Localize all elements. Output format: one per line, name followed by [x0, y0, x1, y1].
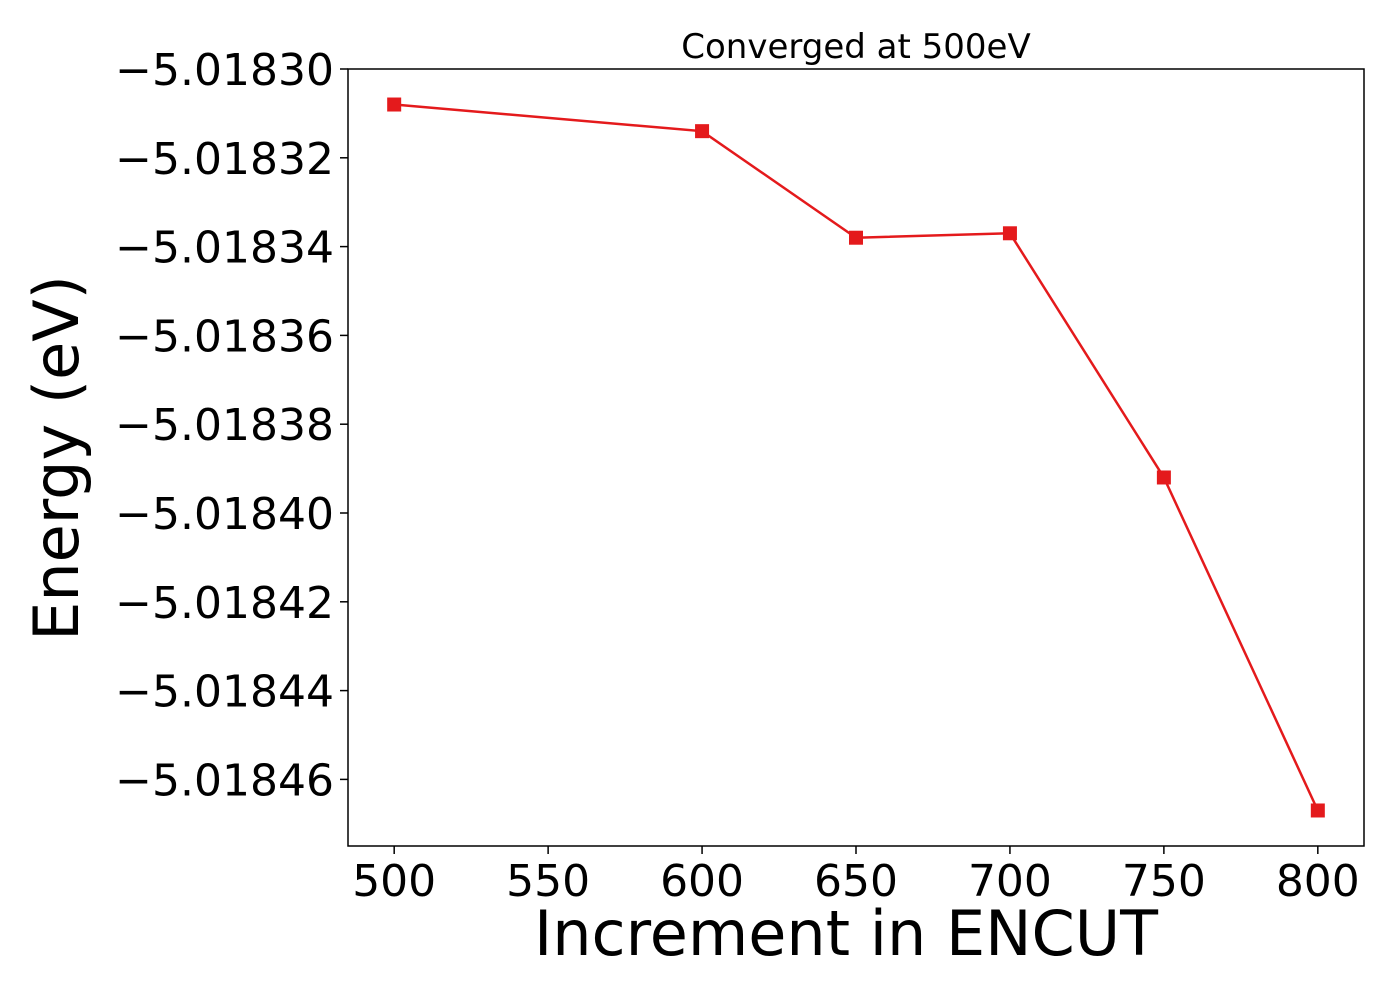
x-axis-ticks: 500 550 600 650 700 750 800	[352, 846, 1360, 907]
x-axis-label: Increment in ENCUT	[534, 897, 1159, 970]
y-tick-label: −5.01844	[115, 667, 334, 718]
x-tick-label: 700	[968, 856, 1052, 907]
x-tick-label: 800	[1276, 856, 1360, 907]
series-line	[394, 103, 1319, 812]
y-tick-label: −5.01846	[115, 755, 334, 806]
data-point-marker	[1156, 470, 1171, 485]
y-tick-label: −5.01836	[115, 311, 334, 362]
x-tick-label: 750	[1122, 856, 1206, 907]
y-tick-label: −5.01830	[115, 45, 334, 96]
data-point-marker	[1002, 226, 1017, 241]
data-point-marker	[849, 230, 863, 245]
x-tick-label: 600	[660, 856, 744, 907]
y-tick-label: −5.01834	[115, 223, 334, 274]
chart-title: Converged at 500eV	[681, 27, 1030, 67]
y-tick-label: −5.01838	[115, 400, 334, 451]
x-tick-label: 650	[814, 856, 898, 907]
series-markers	[387, 97, 1325, 818]
y-tick-label: −5.01840	[115, 489, 334, 540]
y-tick-label: −5.01832	[115, 134, 334, 185]
x-tick-label: 550	[506, 856, 590, 907]
y-tick-label: −5.01842	[115, 578, 334, 629]
data-point-marker	[695, 124, 710, 139]
data-point-marker	[1310, 803, 1325, 818]
data-point-marker	[387, 97, 402, 112]
y-axis-ticks: −5.01830 −5.01832 −5.01834 −5.01836 −5.01838…	[115, 45, 348, 806]
plot-frame	[347, 68, 1365, 847]
x-tick-label: 500	[352, 856, 436, 907]
y-axis-label: Energy (eV)	[20, 275, 93, 641]
